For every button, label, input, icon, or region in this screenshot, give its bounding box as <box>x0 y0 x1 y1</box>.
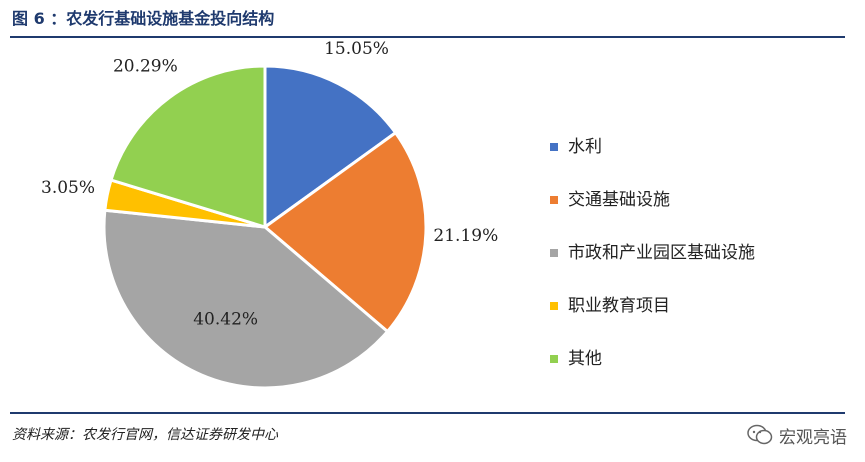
pie-slice-3 <box>102 208 390 390</box>
legend-label: 职业教育项目 <box>568 296 670 316</box>
pie-slice-2 <box>262 130 428 334</box>
data-label-4: 3.05% <box>41 178 95 198</box>
legend-item-2: 交通基础设施 <box>550 187 755 213</box>
data-label-2: 21.19% <box>433 226 498 246</box>
source-note: 资料来源：农发行官网，信达证券研发中心 <box>12 427 278 443</box>
legend-label: 交通基础设施 <box>568 190 670 210</box>
legend-item-5: 其他 <box>550 346 755 372</box>
legend-swatch <box>550 196 558 204</box>
chart-legend: 水利交通基础设施市政和产业园区基础设施 职业教育项目 其他 <box>550 134 755 399</box>
footer-divider <box>10 412 845 414</box>
legend-swatch <box>550 355 558 363</box>
chart-title: 图 6 ：农发行基础设施基金投向结构 <box>12 9 275 28</box>
legend-swatch <box>550 302 558 310</box>
data-label-3: 40.42% <box>193 310 258 330</box>
legend-label: 市政和产业园区基础设施 <box>568 243 755 263</box>
wechat-icon <box>747 424 773 445</box>
legend-item-3: 市政和产业园区基础设施 <box>550 240 755 266</box>
legend-item-1: 水利 <box>550 134 755 160</box>
data-label-1: 15.05% <box>324 39 389 59</box>
watermark-text: 宏观亮语 <box>779 427 847 448</box>
watermark: 宏观亮语 <box>747 420 847 450</box>
legend-swatch <box>550 249 558 257</box>
pie-slice-5 <box>109 64 267 230</box>
legend-label: 水利 <box>568 137 602 157</box>
data-label-5: 20.29% <box>113 56 178 76</box>
legend-swatch <box>550 143 558 151</box>
pie-slice-1 <box>263 64 398 230</box>
legend-item-4: 职业教育项目 <box>550 293 755 319</box>
legend-label: 其他 <box>568 349 602 369</box>
title-divider <box>10 36 845 38</box>
